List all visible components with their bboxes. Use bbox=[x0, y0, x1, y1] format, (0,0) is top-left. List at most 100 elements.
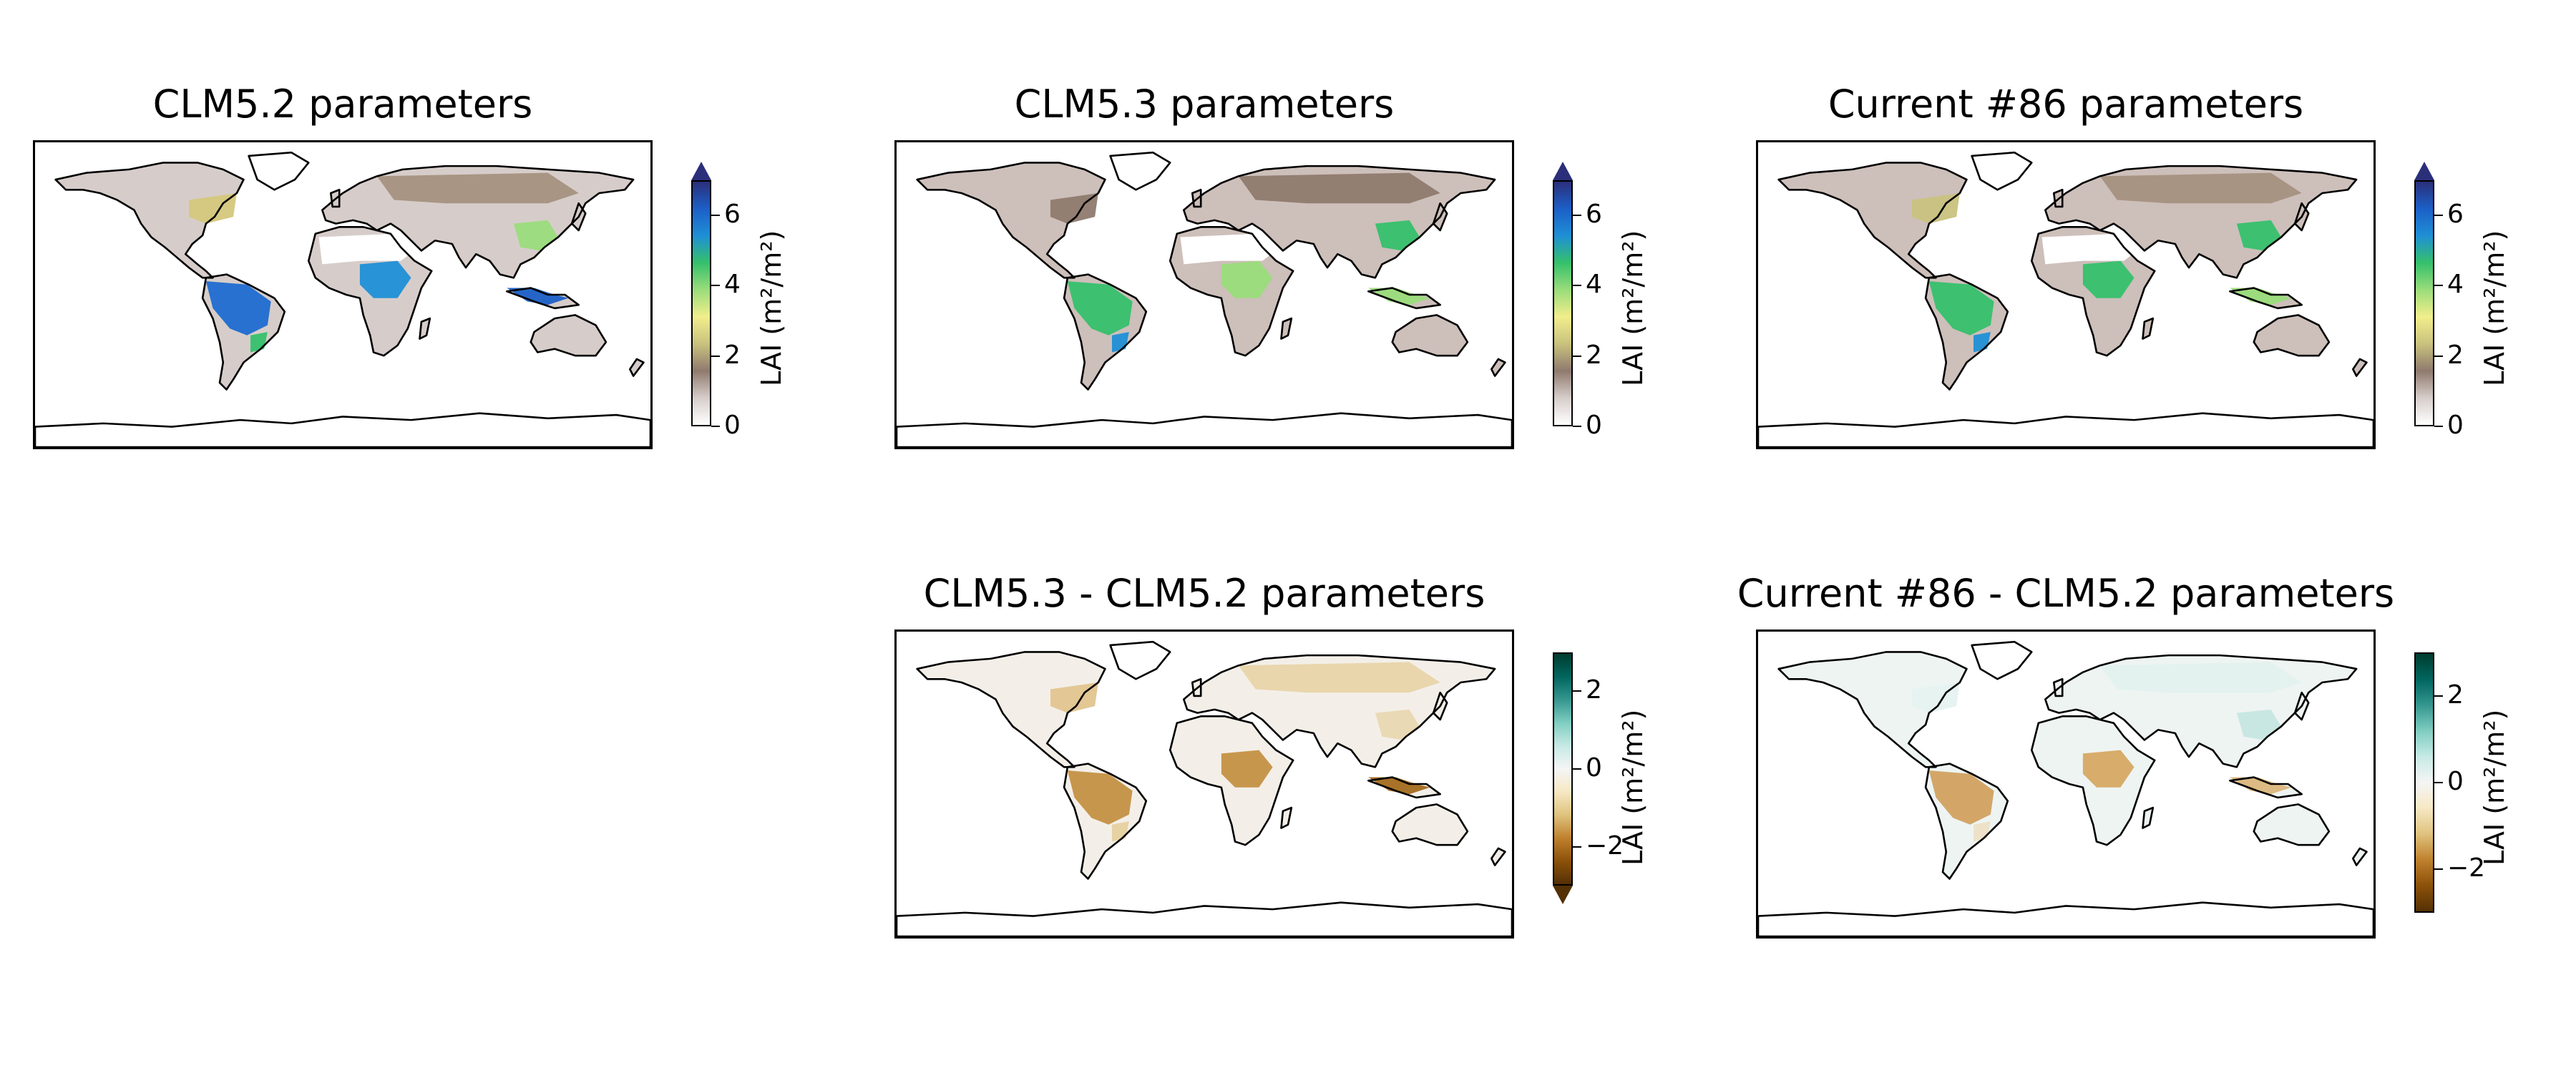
colorbar-tick-label: 0 bbox=[2447, 411, 2464, 440]
coastline-australia bbox=[2253, 314, 2331, 357]
lai-field-china bbox=[2236, 220, 2281, 251]
map-panel-current86 bbox=[1756, 140, 2376, 449]
colorbar-tick-mark bbox=[2434, 426, 2443, 427]
coastline-greenland bbox=[1109, 640, 1171, 680]
colorbar-extend-min bbox=[1553, 886, 1573, 904]
coastline-southAmerica bbox=[201, 273, 286, 391]
land-greenland bbox=[1971, 642, 2032, 680]
land-australia bbox=[1392, 804, 1468, 846]
coastline-antarctica bbox=[1758, 412, 2373, 447]
colorbar bbox=[2414, 180, 2434, 426]
colorbar-label: LAI (m²/m²) bbox=[1617, 230, 1649, 386]
colorbar-tick-label: 2 bbox=[724, 340, 741, 370]
map-panel-clm52 bbox=[33, 140, 653, 449]
colorbar bbox=[1553, 180, 1573, 426]
coastline-madagascar bbox=[1280, 317, 1293, 340]
coastline-uk bbox=[1191, 188, 1202, 208]
colorbar-tick-label: 0 bbox=[1586, 753, 1602, 783]
coastline-greenland bbox=[1109, 151, 1171, 191]
coastline-australia bbox=[2253, 803, 2331, 846]
land-australia bbox=[2253, 315, 2329, 356]
land-nz bbox=[1491, 358, 1506, 376]
land-australia bbox=[530, 315, 606, 356]
coastline-greenland bbox=[1971, 151, 2033, 191]
coastline-northAmerica bbox=[1777, 162, 1968, 279]
coastline-southAmerica bbox=[1924, 273, 2009, 391]
lai-field-sahara bbox=[2041, 233, 2138, 265]
colorbar-tick-label: 4 bbox=[1586, 270, 1602, 300]
world-map bbox=[35, 151, 650, 447]
colorbar bbox=[691, 180, 711, 426]
colorbar-tick-label: 0 bbox=[724, 411, 741, 440]
lai-field-eurasiaN bbox=[2099, 172, 2302, 204]
colorbar-tick-mark bbox=[711, 215, 720, 217]
colorbar-tick-mark bbox=[1573, 846, 1581, 848]
lai-field-seasia bbox=[507, 288, 569, 305]
land-greenland bbox=[248, 152, 309, 190]
lai-field-eurasiaN bbox=[1238, 172, 1440, 204]
lai-field-congo bbox=[359, 260, 411, 298]
colorbar-tick-mark bbox=[1573, 690, 1581, 692]
land-greenland bbox=[1110, 152, 1171, 190]
land-madagascar bbox=[2142, 318, 2153, 339]
coastline-greenland bbox=[1971, 640, 2033, 680]
coastline-nz bbox=[1491, 358, 1506, 377]
land-northAmerica bbox=[917, 652, 1106, 768]
land-antarctica bbox=[1758, 902, 2373, 936]
lai-field-seasia bbox=[1368, 777, 1430, 795]
coastline-greenland bbox=[248, 151, 310, 191]
lai-field-boreal bbox=[189, 193, 237, 224]
coastline-nz bbox=[2352, 847, 2368, 866]
world-map bbox=[897, 151, 1512, 447]
coastline-africa bbox=[307, 226, 433, 357]
land-madagascar bbox=[1281, 318, 1292, 339]
coastline-australia bbox=[1391, 314, 1469, 357]
colorbar-label: LAI (m²/m²) bbox=[2479, 709, 2510, 866]
colorbar-tick-label: 4 bbox=[2447, 270, 2464, 300]
land-northAmerica bbox=[55, 162, 244, 278]
lai-field-sahara bbox=[318, 233, 415, 265]
panel-title: CLM5.2 parameters bbox=[152, 82, 533, 127]
coastline-eurasia bbox=[1183, 654, 1496, 768]
coastline-nz bbox=[629, 358, 645, 377]
colorbar-tick-label: 0 bbox=[2447, 767, 2464, 796]
colorbar-tick-label: −2 bbox=[2447, 853, 2486, 883]
land-australia bbox=[1392, 315, 1468, 356]
land-nz bbox=[2353, 358, 2367, 376]
colorbar-tick-mark bbox=[2434, 215, 2443, 217]
colorbar-tick-mark bbox=[1573, 285, 1581, 287]
lai-field-seasia bbox=[1368, 288, 1430, 305]
colorbar-tick-label: 4 bbox=[724, 270, 741, 300]
land-nz bbox=[2353, 848, 2367, 866]
colorbar-tick-mark bbox=[1573, 426, 1581, 427]
coastline-australia bbox=[530, 314, 608, 357]
coastline-northAmerica bbox=[54, 162, 245, 279]
coastline-uk bbox=[1191, 677, 1202, 697]
lai-field-congo bbox=[2082, 260, 2135, 298]
land-nz bbox=[630, 358, 644, 376]
coastline-madagascar bbox=[2142, 806, 2155, 829]
coastline-southAmerica bbox=[1924, 763, 2009, 880]
coastline-japan bbox=[2293, 691, 2310, 721]
colorbar-tick-mark bbox=[2434, 782, 2443, 783]
land-greenland bbox=[1110, 642, 1171, 680]
coastline-antarctica bbox=[35, 412, 650, 447]
colorbar-tick-mark bbox=[2434, 868, 2443, 871]
world-map bbox=[897, 640, 1512, 936]
colorbar-tick-label: 6 bbox=[724, 200, 741, 230]
land-northAmerica bbox=[1778, 652, 1967, 768]
colorbar-extend-max bbox=[691, 162, 711, 180]
land-madagascar bbox=[2142, 808, 2153, 828]
colorbar-tick-mark bbox=[1573, 355, 1581, 357]
coastline-eurasia bbox=[1183, 165, 1496, 279]
lai-field-amazon bbox=[1067, 281, 1133, 335]
map-panel-diff-current86 bbox=[1756, 629, 2376, 939]
coastline-antarctica bbox=[897, 412, 1512, 447]
coastline-northAmerica bbox=[916, 651, 1106, 768]
land-antarctica bbox=[35, 413, 650, 447]
colorbar-label: LAI (m²/m²) bbox=[2479, 230, 2510, 386]
map-panel-diff-clm53 bbox=[894, 629, 1514, 939]
lai-field-china bbox=[513, 220, 558, 251]
coastline-uk bbox=[2052, 677, 2064, 697]
coastline-antarctica bbox=[897, 901, 1512, 936]
